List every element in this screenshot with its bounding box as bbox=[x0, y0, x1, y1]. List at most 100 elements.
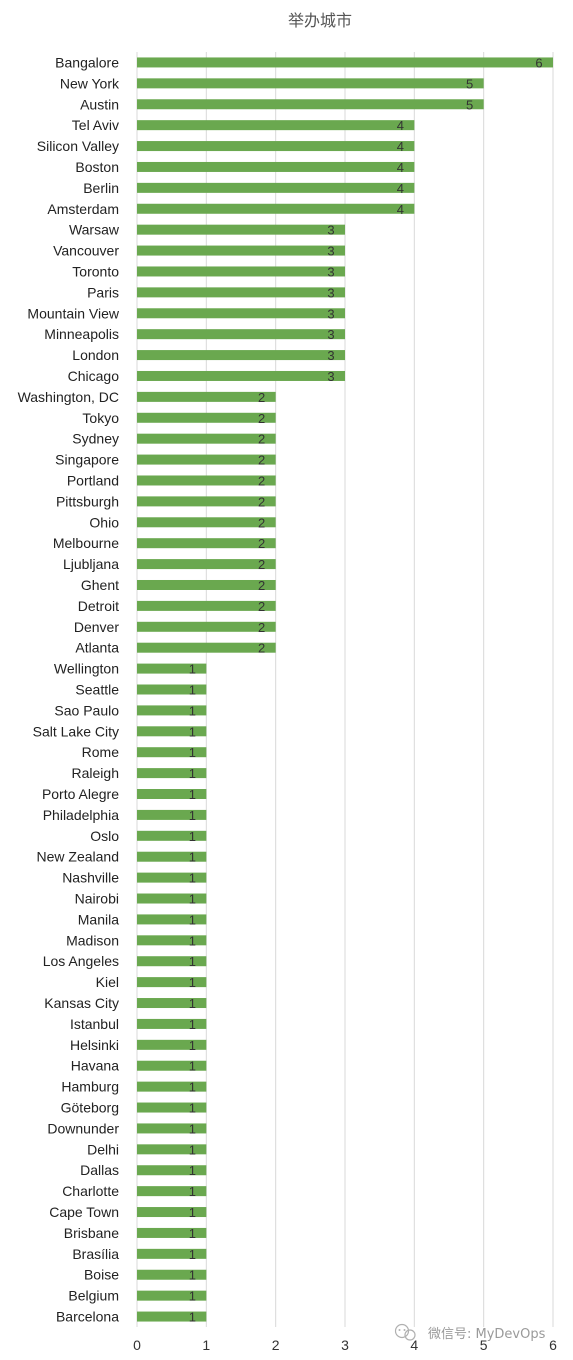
category-label: London bbox=[72, 347, 119, 363]
data-label: 1 bbox=[189, 1080, 196, 1095]
category-label: Charlotte bbox=[62, 1183, 119, 1199]
bar bbox=[137, 350, 345, 361]
bar bbox=[137, 559, 276, 570]
x-tick-label: 1 bbox=[202, 1337, 210, 1353]
bar bbox=[137, 1165, 207, 1176]
bar bbox=[137, 956, 207, 967]
data-label: 1 bbox=[189, 954, 196, 969]
data-label: 1 bbox=[189, 1038, 196, 1053]
category-label: Boise bbox=[84, 1267, 119, 1283]
bar bbox=[137, 496, 276, 507]
bar bbox=[137, 1102, 207, 1113]
data-label: 3 bbox=[327, 264, 334, 279]
category-label: Bangalore bbox=[55, 54, 119, 70]
data-label: 2 bbox=[258, 536, 265, 551]
x-axis-ticks: 0 1 2 3 4 5 6 bbox=[133, 1337, 557, 1353]
category-label: Boston bbox=[75, 159, 119, 175]
data-label: 1 bbox=[189, 1310, 196, 1325]
bar bbox=[137, 475, 276, 486]
category-label: Mountain View bbox=[27, 305, 119, 321]
bar bbox=[137, 1311, 207, 1322]
data-label: 1 bbox=[189, 1184, 196, 1199]
bar bbox=[137, 1227, 207, 1238]
category-label: Hamburg bbox=[61, 1079, 119, 1095]
bar bbox=[137, 57, 553, 68]
data-label: 2 bbox=[258, 390, 265, 405]
bar bbox=[137, 308, 345, 319]
data-label: 2 bbox=[258, 578, 265, 593]
data-label: 3 bbox=[327, 348, 334, 363]
bar bbox=[137, 182, 415, 193]
category-label: Göteborg bbox=[61, 1100, 119, 1116]
bar bbox=[137, 517, 276, 528]
category-label: Kiel bbox=[96, 974, 119, 990]
bar bbox=[137, 663, 207, 674]
bar bbox=[137, 161, 415, 172]
category-label: Rome bbox=[82, 744, 120, 760]
data-label: 3 bbox=[327, 369, 334, 384]
bar bbox=[137, 1081, 207, 1092]
data-label: 6 bbox=[535, 55, 542, 70]
category-label: Ljubljana bbox=[63, 556, 119, 572]
category-label: Istanbul bbox=[70, 1016, 119, 1032]
category-label: Los Angeles bbox=[43, 953, 119, 969]
category-label: Minneapolis bbox=[44, 326, 119, 342]
bars bbox=[137, 57, 553, 1322]
bar bbox=[137, 391, 276, 402]
category-label: Barcelona bbox=[56, 1309, 119, 1325]
category-label: Wellington bbox=[54, 661, 119, 677]
data-label: 1 bbox=[189, 829, 196, 844]
bar bbox=[137, 621, 276, 632]
data-label: 2 bbox=[258, 515, 265, 530]
data-label: 2 bbox=[258, 641, 265, 656]
bar bbox=[137, 893, 207, 904]
category-label: Raleigh bbox=[72, 765, 119, 781]
category-label: New Zealand bbox=[37, 849, 120, 865]
bar bbox=[137, 1186, 207, 1197]
bar bbox=[137, 830, 207, 841]
bar bbox=[137, 768, 207, 779]
data-label: 1 bbox=[189, 933, 196, 948]
bar bbox=[137, 1060, 207, 1071]
chart-title: 举办城市 bbox=[288, 11, 352, 30]
category-label: Philadelphia bbox=[43, 807, 119, 823]
bar bbox=[137, 538, 276, 549]
data-label: 5 bbox=[466, 97, 473, 112]
bar bbox=[137, 914, 207, 925]
bar bbox=[137, 1144, 207, 1155]
category-label: Madison bbox=[66, 932, 119, 948]
category-label: Seattle bbox=[75, 682, 119, 698]
data-label: 2 bbox=[258, 411, 265, 426]
x-tick-label: 5 bbox=[480, 1337, 488, 1353]
data-label: 1 bbox=[189, 1268, 196, 1283]
category-label: Downunder bbox=[47, 1120, 119, 1136]
category-label: Tel Aviv bbox=[72, 117, 119, 133]
category-label: Sao Paulo bbox=[54, 702, 119, 718]
x-tick-label: 6 bbox=[549, 1337, 557, 1353]
data-label: 2 bbox=[258, 620, 265, 635]
bar bbox=[137, 1248, 207, 1259]
bar bbox=[137, 705, 207, 716]
bar bbox=[137, 120, 415, 131]
data-label: 4 bbox=[397, 139, 404, 154]
bar bbox=[137, 266, 345, 277]
data-label: 1 bbox=[189, 892, 196, 907]
data-label: 4 bbox=[397, 160, 404, 175]
watermark: 微信号: MyDevOps bbox=[394, 1323, 546, 1342]
data-label: 1 bbox=[189, 996, 196, 1011]
bar bbox=[137, 78, 484, 89]
data-label: 1 bbox=[189, 703, 196, 718]
bar bbox=[137, 851, 207, 862]
category-label: Manila bbox=[78, 911, 119, 927]
bar bbox=[137, 726, 207, 737]
bar bbox=[137, 1269, 207, 1280]
bar bbox=[137, 370, 345, 381]
data-label: 1 bbox=[189, 683, 196, 698]
category-label: Dallas bbox=[80, 1162, 119, 1178]
bar bbox=[137, 1123, 207, 1134]
category-labels: Bangalore New York Austin Tel Aviv Silicon V… bbox=[18, 54, 120, 1324]
data-label: 1 bbox=[189, 724, 196, 739]
category-label: Helsinki bbox=[70, 1037, 119, 1053]
bar bbox=[137, 1207, 207, 1218]
category-label: Ohio bbox=[89, 514, 119, 530]
